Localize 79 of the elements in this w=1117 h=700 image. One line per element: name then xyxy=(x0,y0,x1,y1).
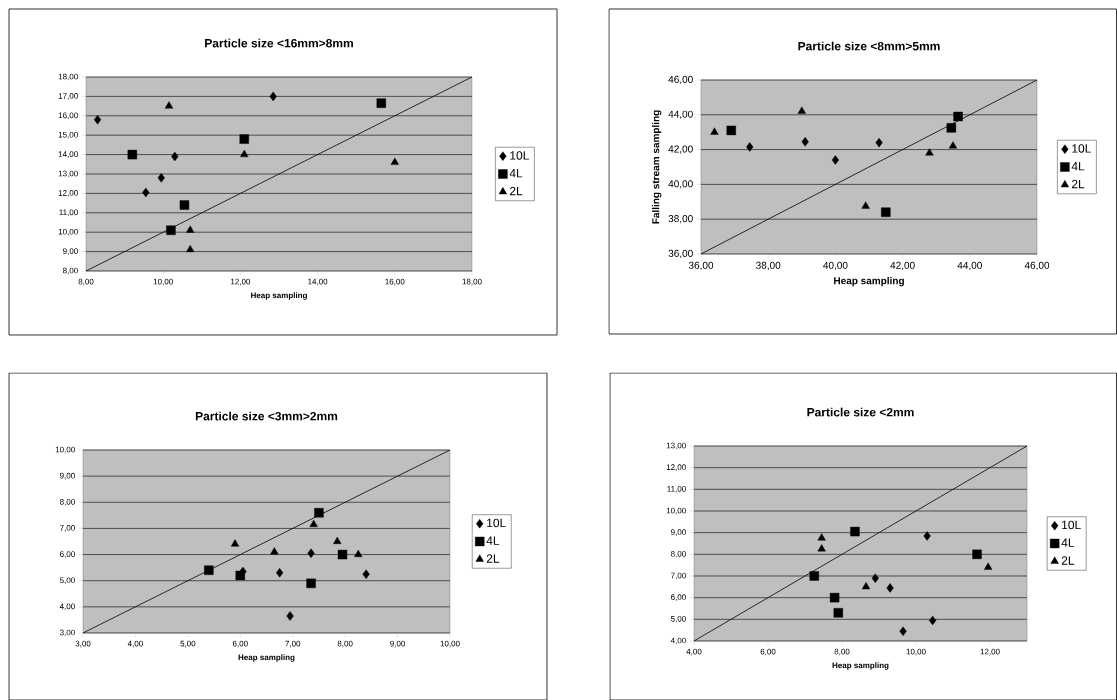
y-tick-label: 13,00 xyxy=(666,442,686,450)
x-tick-label: 10,00 xyxy=(440,640,460,648)
x-tick-label: 18,00 xyxy=(462,278,482,286)
y-tick-label: 44,00 xyxy=(668,110,693,119)
legend-label: 10L xyxy=(1072,144,1091,153)
legend-label: 2L xyxy=(486,554,500,563)
x-tick-label: 4,00 xyxy=(127,640,143,648)
y-tick-label: 16,00 xyxy=(58,112,78,120)
chart-title: Particle size <16mm>8mm xyxy=(205,38,353,48)
y-tick-label: 12,00 xyxy=(666,464,686,471)
x-tick-label: 14,00 xyxy=(308,278,328,286)
y-tick-label: 4,00 xyxy=(59,603,75,611)
y-tick-label: 8,00 xyxy=(59,498,75,506)
y-tick-label: 9,00 xyxy=(63,248,78,255)
x-tick-label: 6,00 xyxy=(232,640,248,648)
chart-title: Particle size <3mm>2mm xyxy=(195,411,338,421)
y-tick-label: 5,00 xyxy=(59,577,75,584)
x-axis-title: Heap sampling xyxy=(251,292,307,300)
y-tick-label: 38,00 xyxy=(668,215,693,224)
y-tick-label: 9,00 xyxy=(60,472,75,480)
legend-label: 4L xyxy=(509,169,523,178)
x-tick-label: 36,00 xyxy=(688,261,714,271)
x-tick-label: 8,00 xyxy=(337,640,353,648)
x-tick-label: 10,00 xyxy=(906,648,926,656)
legend-label: 10L xyxy=(487,518,506,528)
x-tick-label: 46,00 xyxy=(1024,261,1050,271)
y-tick-label: 14,00 xyxy=(58,151,78,158)
y-tick-label: 10,00 xyxy=(666,507,686,515)
chart-title: Particle size <2mm xyxy=(807,407,914,417)
y-tick-label: 5,00 xyxy=(670,616,686,623)
x-tick-label: 5,00 xyxy=(180,640,196,648)
x-tick-label: 6,00 xyxy=(760,648,776,656)
y-tick-label: 40,00 xyxy=(668,180,693,189)
y-tick-label: 12,00 xyxy=(58,190,78,197)
x-tick-label: 4,00 xyxy=(686,648,702,656)
y-tick-label: 10,00 xyxy=(55,446,75,454)
x-tick-label: 12,00 xyxy=(980,648,1000,656)
x-tick-label: 3,00 xyxy=(75,640,91,648)
x-axis-title: Heap sampling xyxy=(832,662,889,670)
y-tick-label: 7,00 xyxy=(60,525,75,532)
x-tick-label: 40,00 xyxy=(823,261,848,271)
y-tick-label: 42,00 xyxy=(668,145,693,154)
y-tick-label: 3,00 xyxy=(59,629,75,637)
x-axis-title: Heap sampling xyxy=(238,654,295,662)
x-tick-label: 10,00 xyxy=(153,278,173,286)
legend-label: 10L xyxy=(510,151,529,160)
y-tick-label: 11,00 xyxy=(667,486,686,493)
y-tick-label: 6,00 xyxy=(671,594,686,601)
legend-label: 2L xyxy=(509,186,523,196)
x-tick-label: 8,00 xyxy=(834,648,850,656)
x-axis-title: Heap sampling xyxy=(834,276,904,287)
y-tick-label: 36,00 xyxy=(668,249,693,259)
x-tick-label: 7,00 xyxy=(285,640,301,648)
x-tick-label: 44,00 xyxy=(957,261,982,271)
y-tick-label: 10,00 xyxy=(58,228,78,236)
y-tick-label: 15,00 xyxy=(58,131,78,139)
y-tick-label: 11,00 xyxy=(59,209,78,217)
x-tick-label: 42,00 xyxy=(890,261,915,271)
y-tick-label: 46,00 xyxy=(668,75,693,85)
legend-label: 4L xyxy=(1061,538,1075,547)
legend-label: 4L xyxy=(486,536,500,545)
legend-label: 2L xyxy=(1061,556,1075,565)
y-tick-label: 17,00 xyxy=(58,93,78,100)
x-tick-label: 8,00 xyxy=(78,278,94,286)
y-tick-label: 7,00 xyxy=(671,572,686,580)
chart-title: Particle size <8mm>5mm xyxy=(798,41,940,51)
y-tick-label: 13,00 xyxy=(58,170,78,178)
x-tick-label: 38,00 xyxy=(756,261,781,271)
legend-label: 2L xyxy=(1071,179,1085,189)
x-tick-label: 16,00 xyxy=(385,278,405,286)
legend-label: 4L xyxy=(1071,162,1085,171)
legend-label: 10L xyxy=(1062,520,1081,530)
x-tick-label: 12,00 xyxy=(231,278,251,286)
y-tick-label: 18,00 xyxy=(58,73,78,81)
y-tick-label: 9,00 xyxy=(671,529,686,536)
y-tick-label: 8,00 xyxy=(670,551,686,558)
y-tick-label: 6,00 xyxy=(60,551,75,558)
y-axis-title: Falling stream sampling xyxy=(651,110,662,224)
x-tick-label: 9,00 xyxy=(390,640,406,648)
